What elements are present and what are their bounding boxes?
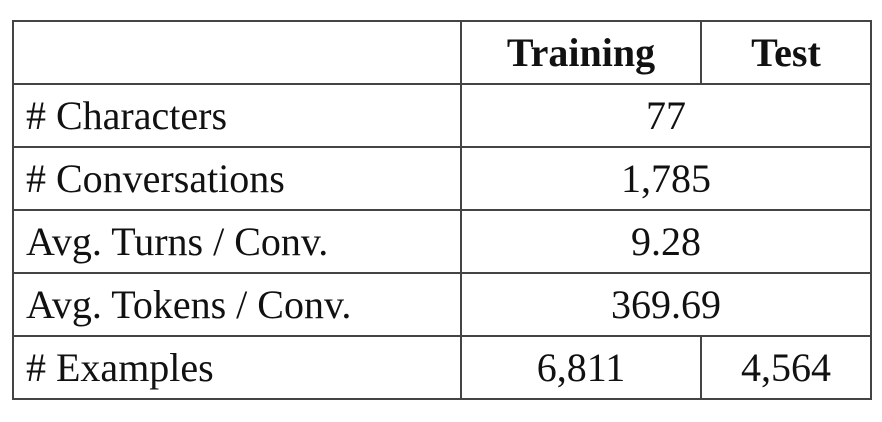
table-row: Avg. Turns / Conv. 9.28	[12, 209, 872, 274]
table-row: # Conversations 1,785	[12, 146, 872, 211]
dataset-stats-table: Training Test # Characters 77 # Conversa…	[12, 20, 872, 400]
row-value: 369.69	[460, 272, 872, 337]
header-test: Test	[700, 20, 872, 85]
row-label: # Examples	[12, 335, 462, 400]
stats-table-container: Training Test # Characters 77 # Conversa…	[12, 20, 872, 400]
table-row: # Characters 77	[12, 83, 872, 148]
row-label: Avg. Tokens / Conv.	[12, 272, 462, 337]
row-value: 9.28	[460, 209, 872, 274]
row-label: # Characters	[12, 83, 462, 148]
examples-training-value: 6,811	[460, 335, 702, 400]
header-training: Training	[460, 20, 702, 85]
header-empty-cell	[12, 20, 462, 85]
row-label: # Conversations	[12, 146, 462, 211]
table-row: Avg. Tokens / Conv. 369.69	[12, 272, 872, 337]
row-value: 1,785	[460, 146, 872, 211]
row-value: 77	[460, 83, 872, 148]
header-row: Training Test	[12, 20, 872, 85]
table-row-examples: # Examples 6,811 4,564	[12, 335, 872, 400]
examples-test-value: 4,564	[700, 335, 872, 400]
row-label: Avg. Turns / Conv.	[12, 209, 462, 274]
